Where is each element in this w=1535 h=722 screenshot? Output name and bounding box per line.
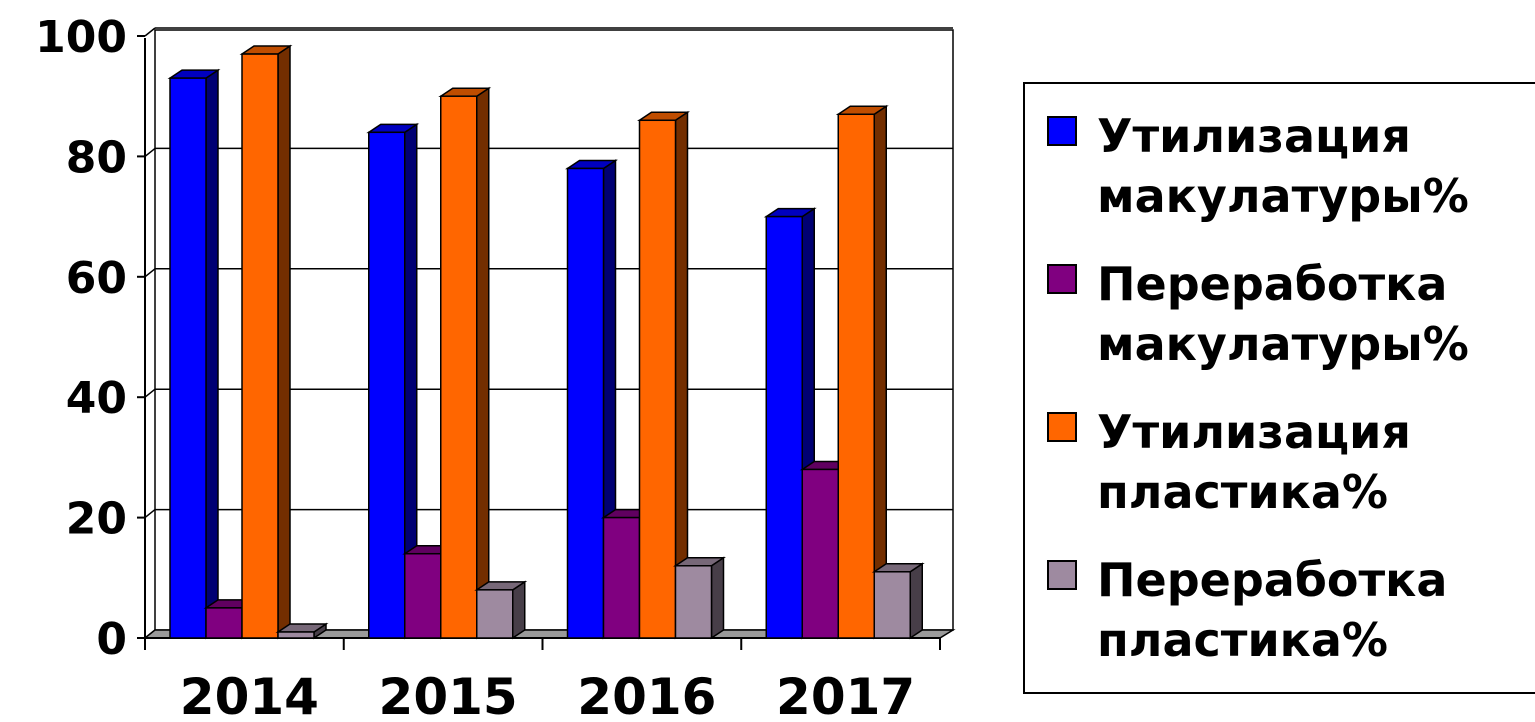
legend-swatch bbox=[1047, 412, 1077, 442]
y-tick-label: 60 bbox=[66, 253, 127, 304]
bar bbox=[835, 104, 889, 640]
bar bbox=[167, 68, 221, 640]
legend-label: Переработка макулатуры% bbox=[1097, 257, 1469, 371]
y-tick-label: 100 bbox=[35, 12, 127, 63]
gridline-depth bbox=[144, 388, 156, 398]
bar bbox=[637, 110, 690, 640]
y-tick-label: 20 bbox=[66, 494, 127, 545]
legend-swatch bbox=[1047, 560, 1077, 590]
bar bbox=[239, 44, 293, 640]
x-axis: 2014 2015 2016 2017 bbox=[144, 638, 941, 722]
bar bbox=[438, 86, 492, 640]
bar bbox=[474, 580, 528, 640]
legend-swatch bbox=[1047, 116, 1077, 146]
legend-label: Утилизация пластика% bbox=[1097, 405, 1411, 519]
x-tick-label: 2014 bbox=[180, 668, 319, 722]
legend-label: Переработка пластика% bbox=[1097, 553, 1448, 667]
gridline-depth bbox=[144, 509, 156, 519]
legend-label: Утилизация макулатуры% bbox=[1097, 109, 1469, 223]
y-tick-label: 0 bbox=[96, 614, 127, 665]
legend-item: Утилизация макулатуры% bbox=[1047, 106, 1535, 226]
gridline-depth bbox=[144, 147, 156, 157]
legend-swatch bbox=[1047, 264, 1077, 294]
x-tick-label: 2015 bbox=[379, 668, 518, 722]
bar bbox=[366, 122, 420, 640]
gridline-depth bbox=[144, 27, 156, 37]
y-tick-label: 80 bbox=[66, 132, 127, 183]
legend-item: Утилизация пластика% bbox=[1047, 402, 1535, 522]
y-tick-label: 40 bbox=[66, 373, 127, 424]
x-tick-label: 2016 bbox=[577, 668, 716, 722]
legend-item: Переработка макулатуры% bbox=[1047, 254, 1535, 374]
legend-item: Переработка пластика% bbox=[1047, 550, 1535, 670]
bar bbox=[673, 556, 726, 640]
bar bbox=[871, 562, 925, 640]
legend: Утилизация макулатуры% Переработка макул… bbox=[1023, 82, 1535, 694]
y-axis: 0 20 40 60 80 100 bbox=[35, 12, 145, 665]
bars bbox=[167, 44, 925, 640]
x-tick-label: 2017 bbox=[776, 668, 915, 722]
gridline-depth bbox=[144, 268, 156, 278]
bar bbox=[275, 622, 329, 640]
